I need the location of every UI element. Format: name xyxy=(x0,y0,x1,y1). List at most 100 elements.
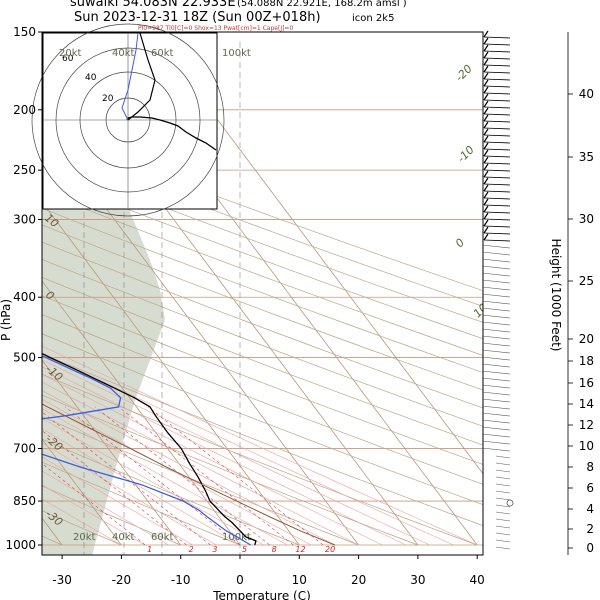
header-line2-small: icon 2k5 xyxy=(352,13,394,24)
wind-barb-staff xyxy=(483,64,511,67)
height-axis: 0 2 4 6 8 10 12 14 16 18 20 25 30 35 40 xyxy=(567,32,594,555)
y-tick-label: 1000 xyxy=(5,538,36,552)
wind-barbs xyxy=(481,30,514,550)
wind-barb-staff xyxy=(483,204,511,207)
dry-adiabat xyxy=(42,129,483,292)
dry-adiabat xyxy=(42,373,478,546)
height-tick-label: 8 xyxy=(586,460,594,474)
x-tick-label: -10 xyxy=(171,573,191,587)
wind-barb-flag xyxy=(483,163,489,171)
moist-adiabat xyxy=(42,417,264,546)
dry-adiabat xyxy=(42,207,483,373)
height-tick-label: 14 xyxy=(579,397,594,411)
moist-adiabat xyxy=(42,470,169,546)
dry-adiabat xyxy=(42,191,483,356)
wind-barb-staff xyxy=(483,141,511,144)
isotherm-line xyxy=(42,359,182,546)
wind-barb-staff xyxy=(483,232,511,235)
x-tick-label: -20 xyxy=(112,573,132,587)
wind-barb-staff xyxy=(483,162,511,165)
wind-barb-staff xyxy=(495,490,511,494)
wind-barb-staff xyxy=(483,211,511,214)
y-tick-label: 500 xyxy=(13,351,36,365)
speed-label-bottom: 40kt xyxy=(112,532,135,543)
isotherm-label: -20 xyxy=(453,62,475,84)
moist-adiabat xyxy=(42,399,312,546)
dewpoint-line xyxy=(42,355,252,546)
moist-adiabat xyxy=(42,352,454,546)
isotherm-label: 10 xyxy=(471,301,490,320)
moist-adiabat xyxy=(42,366,407,546)
hodograph-ring-label: 20 xyxy=(102,94,114,104)
wind-barb-flag xyxy=(483,65,489,73)
y-tick-label: 150 xyxy=(13,25,36,39)
wind-barb-flag xyxy=(483,114,489,122)
speed-label-bottom: 60kt xyxy=(151,532,174,543)
wind-barb-staff xyxy=(483,183,511,186)
moist-adiabat xyxy=(42,484,146,546)
moist-adiabat xyxy=(42,373,383,546)
mixing-ratio-label: 1 xyxy=(147,545,152,554)
wind-barb-staff xyxy=(483,50,511,53)
wind-barb-staff xyxy=(483,85,511,88)
wind-barb-staff xyxy=(483,92,511,95)
isotherm-label: 30 xyxy=(529,375,548,394)
wind-barb-staff xyxy=(481,384,511,389)
y-tick-label: 200 xyxy=(13,103,36,117)
wind-barb-flag xyxy=(483,30,489,38)
wind-barb-staff xyxy=(481,363,511,368)
height-tick-label: 12 xyxy=(579,418,594,432)
height-tick-label: 40 xyxy=(579,87,594,101)
wind-barb-staff xyxy=(483,71,511,74)
temperature-line xyxy=(42,352,257,546)
x-axis-label: Temperature (C) xyxy=(212,589,311,600)
x-tick-label: 0 xyxy=(236,573,244,587)
isotherm-label: 20 xyxy=(495,338,514,357)
isotherm-line xyxy=(42,201,300,546)
mixing-ratio-label: 3 xyxy=(212,545,217,554)
dry-adiabat xyxy=(42,416,359,546)
wind-barb-staff xyxy=(481,300,511,305)
mixing-ratio-line xyxy=(42,463,146,546)
y-tick-label: 700 xyxy=(13,442,36,456)
wind-barb-flag xyxy=(483,191,489,199)
wind-barb-staff xyxy=(481,342,511,347)
wind-barb-staff xyxy=(481,286,511,291)
wind-barb-flag xyxy=(483,177,489,185)
moist-adiabat xyxy=(42,390,336,546)
moist-adiabat xyxy=(42,408,288,546)
wind-barb-staff xyxy=(495,462,511,466)
wind-barb-staff xyxy=(483,36,511,39)
mixing-ratio-label: 5 xyxy=(242,545,247,554)
height-tick-label: 0 xyxy=(586,541,594,555)
wind-barb-flag xyxy=(483,93,489,101)
wind-barb-staff xyxy=(495,518,511,522)
y-axis-label: P (hPa) xyxy=(0,299,13,341)
dry-adiabat xyxy=(42,295,483,465)
y-tick-label: 850 xyxy=(13,494,36,508)
speed-label-top: 20kt xyxy=(59,48,82,59)
wind-barb-flag xyxy=(483,135,489,143)
wind-barb-flag xyxy=(483,233,489,241)
dry-adiabat xyxy=(42,160,483,323)
wind-barb-staff xyxy=(481,349,511,354)
wind-barb-staff xyxy=(495,476,511,480)
mixing-ratio-line xyxy=(42,430,187,546)
x-tick-label: -30 xyxy=(52,573,72,587)
parcel-line xyxy=(42,403,336,546)
wind-barb-flag xyxy=(483,37,489,45)
speed-label-bottom: 20kt xyxy=(73,532,96,543)
wind-barb-staff xyxy=(481,412,511,417)
header-line2-main: Sun 2023-12-31 18Z (Sun 00Z+018h) xyxy=(74,10,321,25)
wind-barb-staff xyxy=(481,265,511,270)
wind-barb-staff xyxy=(481,391,511,396)
right-axis-label: Height (1000 Feet) xyxy=(549,239,563,352)
header-caption: Pl0=987 Tl0[C]=0 Shox=13 Pwat[cm]=1 Cape… xyxy=(138,25,293,32)
speed-label-top: 60kt xyxy=(151,48,174,59)
wind-barb-flag xyxy=(483,219,489,227)
dry-adiabat xyxy=(0,50,3,546)
moist-adiabat xyxy=(42,456,193,546)
